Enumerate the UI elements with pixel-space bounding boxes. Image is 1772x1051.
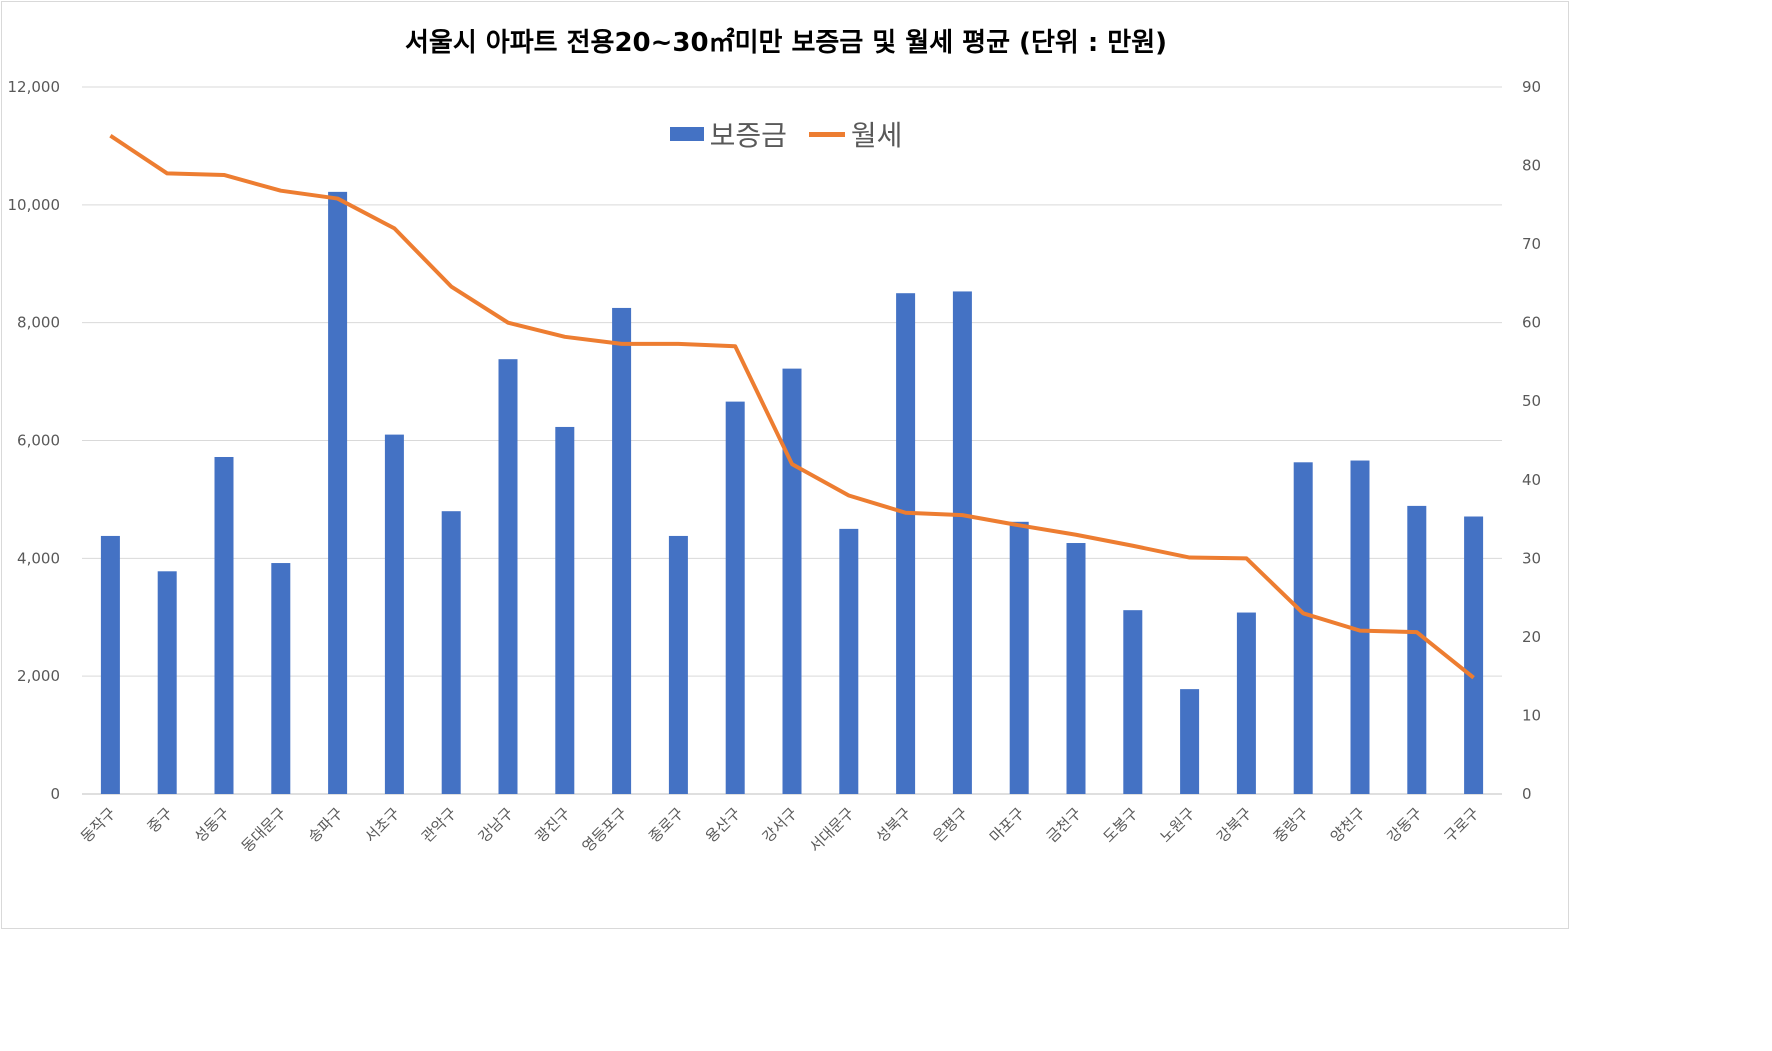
y-right-tick-label: 60 <box>1522 314 1541 332</box>
x-tick-label: 성동구 <box>191 804 233 846</box>
y-right-tick-label: 70 <box>1522 235 1541 253</box>
x-tick-label: 강서구 <box>759 804 801 846</box>
x-tick-label: 도봉구 <box>1100 804 1142 846</box>
y-left-tick-label: 0 <box>50 785 60 803</box>
bar-deposit <box>214 456 234 794</box>
x-tick-label: 양천구 <box>1327 804 1369 846</box>
bar-deposit <box>952 291 972 794</box>
bar-deposit <box>157 571 177 794</box>
x-tick-label: 종로구 <box>645 804 687 846</box>
bar-deposit <box>328 191 348 794</box>
bar-deposit <box>100 535 120 794</box>
x-tick-label: 관악구 <box>418 804 460 846</box>
x-tick-label: 동작구 <box>77 804 119 846</box>
y-right-tick-label: 10 <box>1522 706 1541 724</box>
x-tick-label: 강북구 <box>1213 804 1255 846</box>
x-tick-label: 성북구 <box>872 804 914 846</box>
legend-label-deposit: 보증금 <box>709 119 787 152</box>
y-left-tick-label: 4,000 <box>17 549 60 567</box>
legend-swatch-deposit <box>669 127 704 141</box>
y-left-tick-label: 6,000 <box>17 432 60 450</box>
y-right-tick-label: 20 <box>1522 628 1541 646</box>
bar-deposit <box>1464 516 1484 794</box>
bar-deposit <box>668 535 688 794</box>
bar-deposit <box>1236 612 1256 794</box>
bar-deposit <box>271 563 291 794</box>
bar-deposit <box>896 293 916 794</box>
legend-item-rent: 월세 <box>808 114 903 154</box>
x-tick-label: 서초구 <box>361 804 403 846</box>
bar-deposit <box>1407 505 1427 794</box>
bar-deposit <box>1066 543 1086 794</box>
legend-label-rent: 월세 <box>850 119 903 152</box>
y-left-tick-label: 10,000 <box>8 196 61 214</box>
x-tick-label: 송파구 <box>304 804 346 846</box>
y-right-tick-label: 30 <box>1522 549 1541 567</box>
x-tick-label: 동대문구 <box>238 804 290 856</box>
bar-layer <box>100 191 1484 794</box>
bar-deposit <box>725 401 745 794</box>
bar-deposit <box>1293 462 1313 794</box>
plot-area: 0 2,000 4,000 6,000 8,000 10,000 12,000 0 10 20 30… <box>8 78 1542 856</box>
x-tick-label: 은평구 <box>929 804 971 846</box>
x-tick-label: 영등포구 <box>579 804 631 856</box>
x-tick-label: 용산구 <box>702 804 744 846</box>
bar-deposit <box>441 511 461 794</box>
chart-frame: 서울시 아파트 전용20~30㎡미만 보증금 및 월세 평균 (단위 : 만원)… <box>1 1 1569 929</box>
bar-deposit <box>498 359 518 794</box>
chart-title: 서울시 아파트 전용20~30㎡미만 보증금 및 월세 평균 (단위 : 만원) <box>404 28 1168 58</box>
legend-swatch-rent <box>808 131 845 137</box>
legend-item-deposit: 보증금 <box>669 114 787 154</box>
bar-deposit <box>555 426 575 794</box>
y-right-tick-label: 90 <box>1522 78 1541 96</box>
x-tick-label: 마포구 <box>986 804 1028 846</box>
x-tick-label: 금천구 <box>1043 804 1085 846</box>
y-left-tick-label: 12,000 <box>8 78 61 96</box>
bar-deposit <box>1123 610 1143 794</box>
y-right-tick-label: 50 <box>1522 392 1541 410</box>
y-right-tick-label: 40 <box>1522 471 1541 489</box>
y-right-tick-label: 0 <box>1522 785 1532 803</box>
bar-deposit <box>1350 460 1370 794</box>
bar-deposit <box>839 528 859 794</box>
bar-deposit <box>782 368 802 794</box>
x-tick-label: 중구 <box>144 804 176 836</box>
bar-deposit <box>1180 689 1200 794</box>
x-tick-label: 강동구 <box>1384 804 1426 846</box>
y-left-tick-label: 8,000 <box>17 314 60 332</box>
x-tick-label: 노원구 <box>1156 804 1198 846</box>
bar-deposit <box>384 434 404 794</box>
y-left-tick-label: 2,000 <box>17 667 60 685</box>
x-tick-label: 광진구 <box>532 804 574 846</box>
x-tick-label: 중랑구 <box>1270 804 1312 846</box>
line-layer <box>109 134 1475 680</box>
y-right-tick-label: 80 <box>1522 157 1541 175</box>
x-tick-label: 강남구 <box>475 804 517 846</box>
x-tick-label: 구로구 <box>1440 804 1482 846</box>
bar-deposit <box>612 307 632 794</box>
bar-deposit <box>1009 521 1029 794</box>
x-tick-label: 서대문구 <box>806 804 858 856</box>
legend: 보증금 월세 <box>2 114 1570 154</box>
